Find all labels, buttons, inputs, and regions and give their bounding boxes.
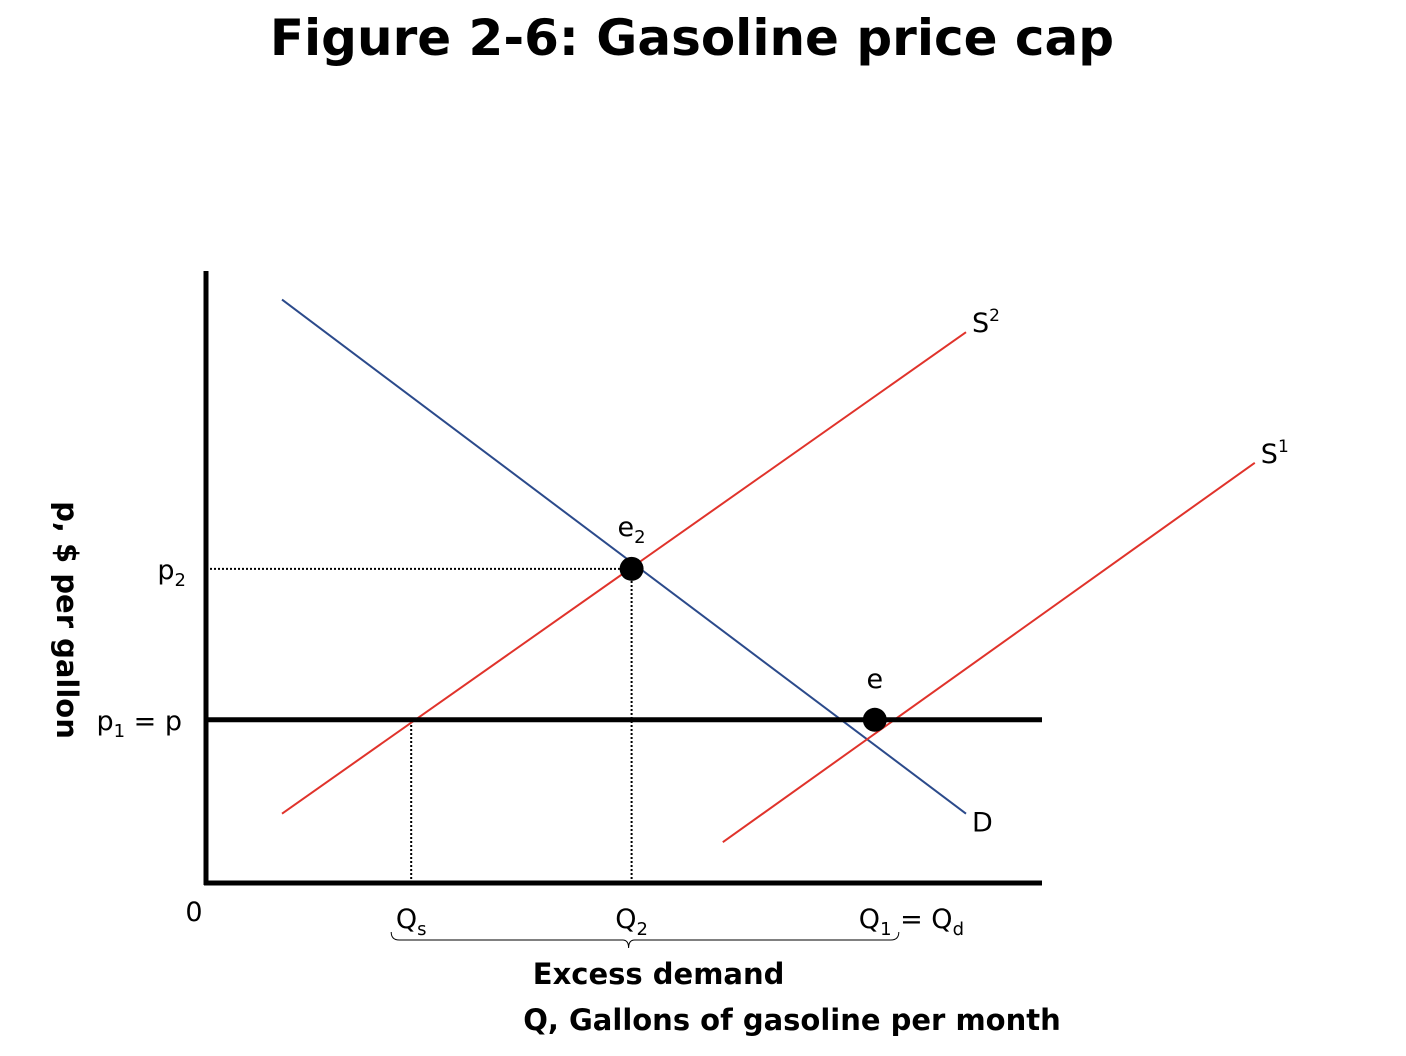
series-line-s1 [722,461,1256,844]
y-axis-title: p, $ per gallon [50,501,84,739]
series-label-d: D [972,808,993,839]
equilibrium-label-e2: e2 [618,512,646,548]
origin-label: 0 [185,897,202,928]
x-mark-label-Q2: Q2 [615,904,648,940]
equilibrium-point-e2 [619,556,644,581]
y-mark-label-p2: p2 [157,555,186,591]
series-label-s1: S1 [1261,437,1289,470]
x-mark-label-Q1: Q1 = Qd [859,904,964,940]
equilibrium-point-e [862,707,887,732]
chart-title: Figure 2-6: Gasoline price cap [270,9,1114,67]
equilibrium-label-e: e [866,664,883,695]
series-line-d [281,298,967,815]
series-label-s2: S2 [972,306,1000,339]
excess-demand-label: Excess demand [533,957,785,991]
x-mark-label-Qs: Qs [396,904,427,940]
price-cap-label: p1 = p [96,706,182,742]
plot-area: D S1 S2 p1 = p p2 0 Qs Q2 Q1 = Qd Excess demand e2… [96,271,1289,991]
x-axis-title: Q, Gallons of gasoline per month [523,1003,1061,1037]
excess-demand-brace [390,931,900,949]
